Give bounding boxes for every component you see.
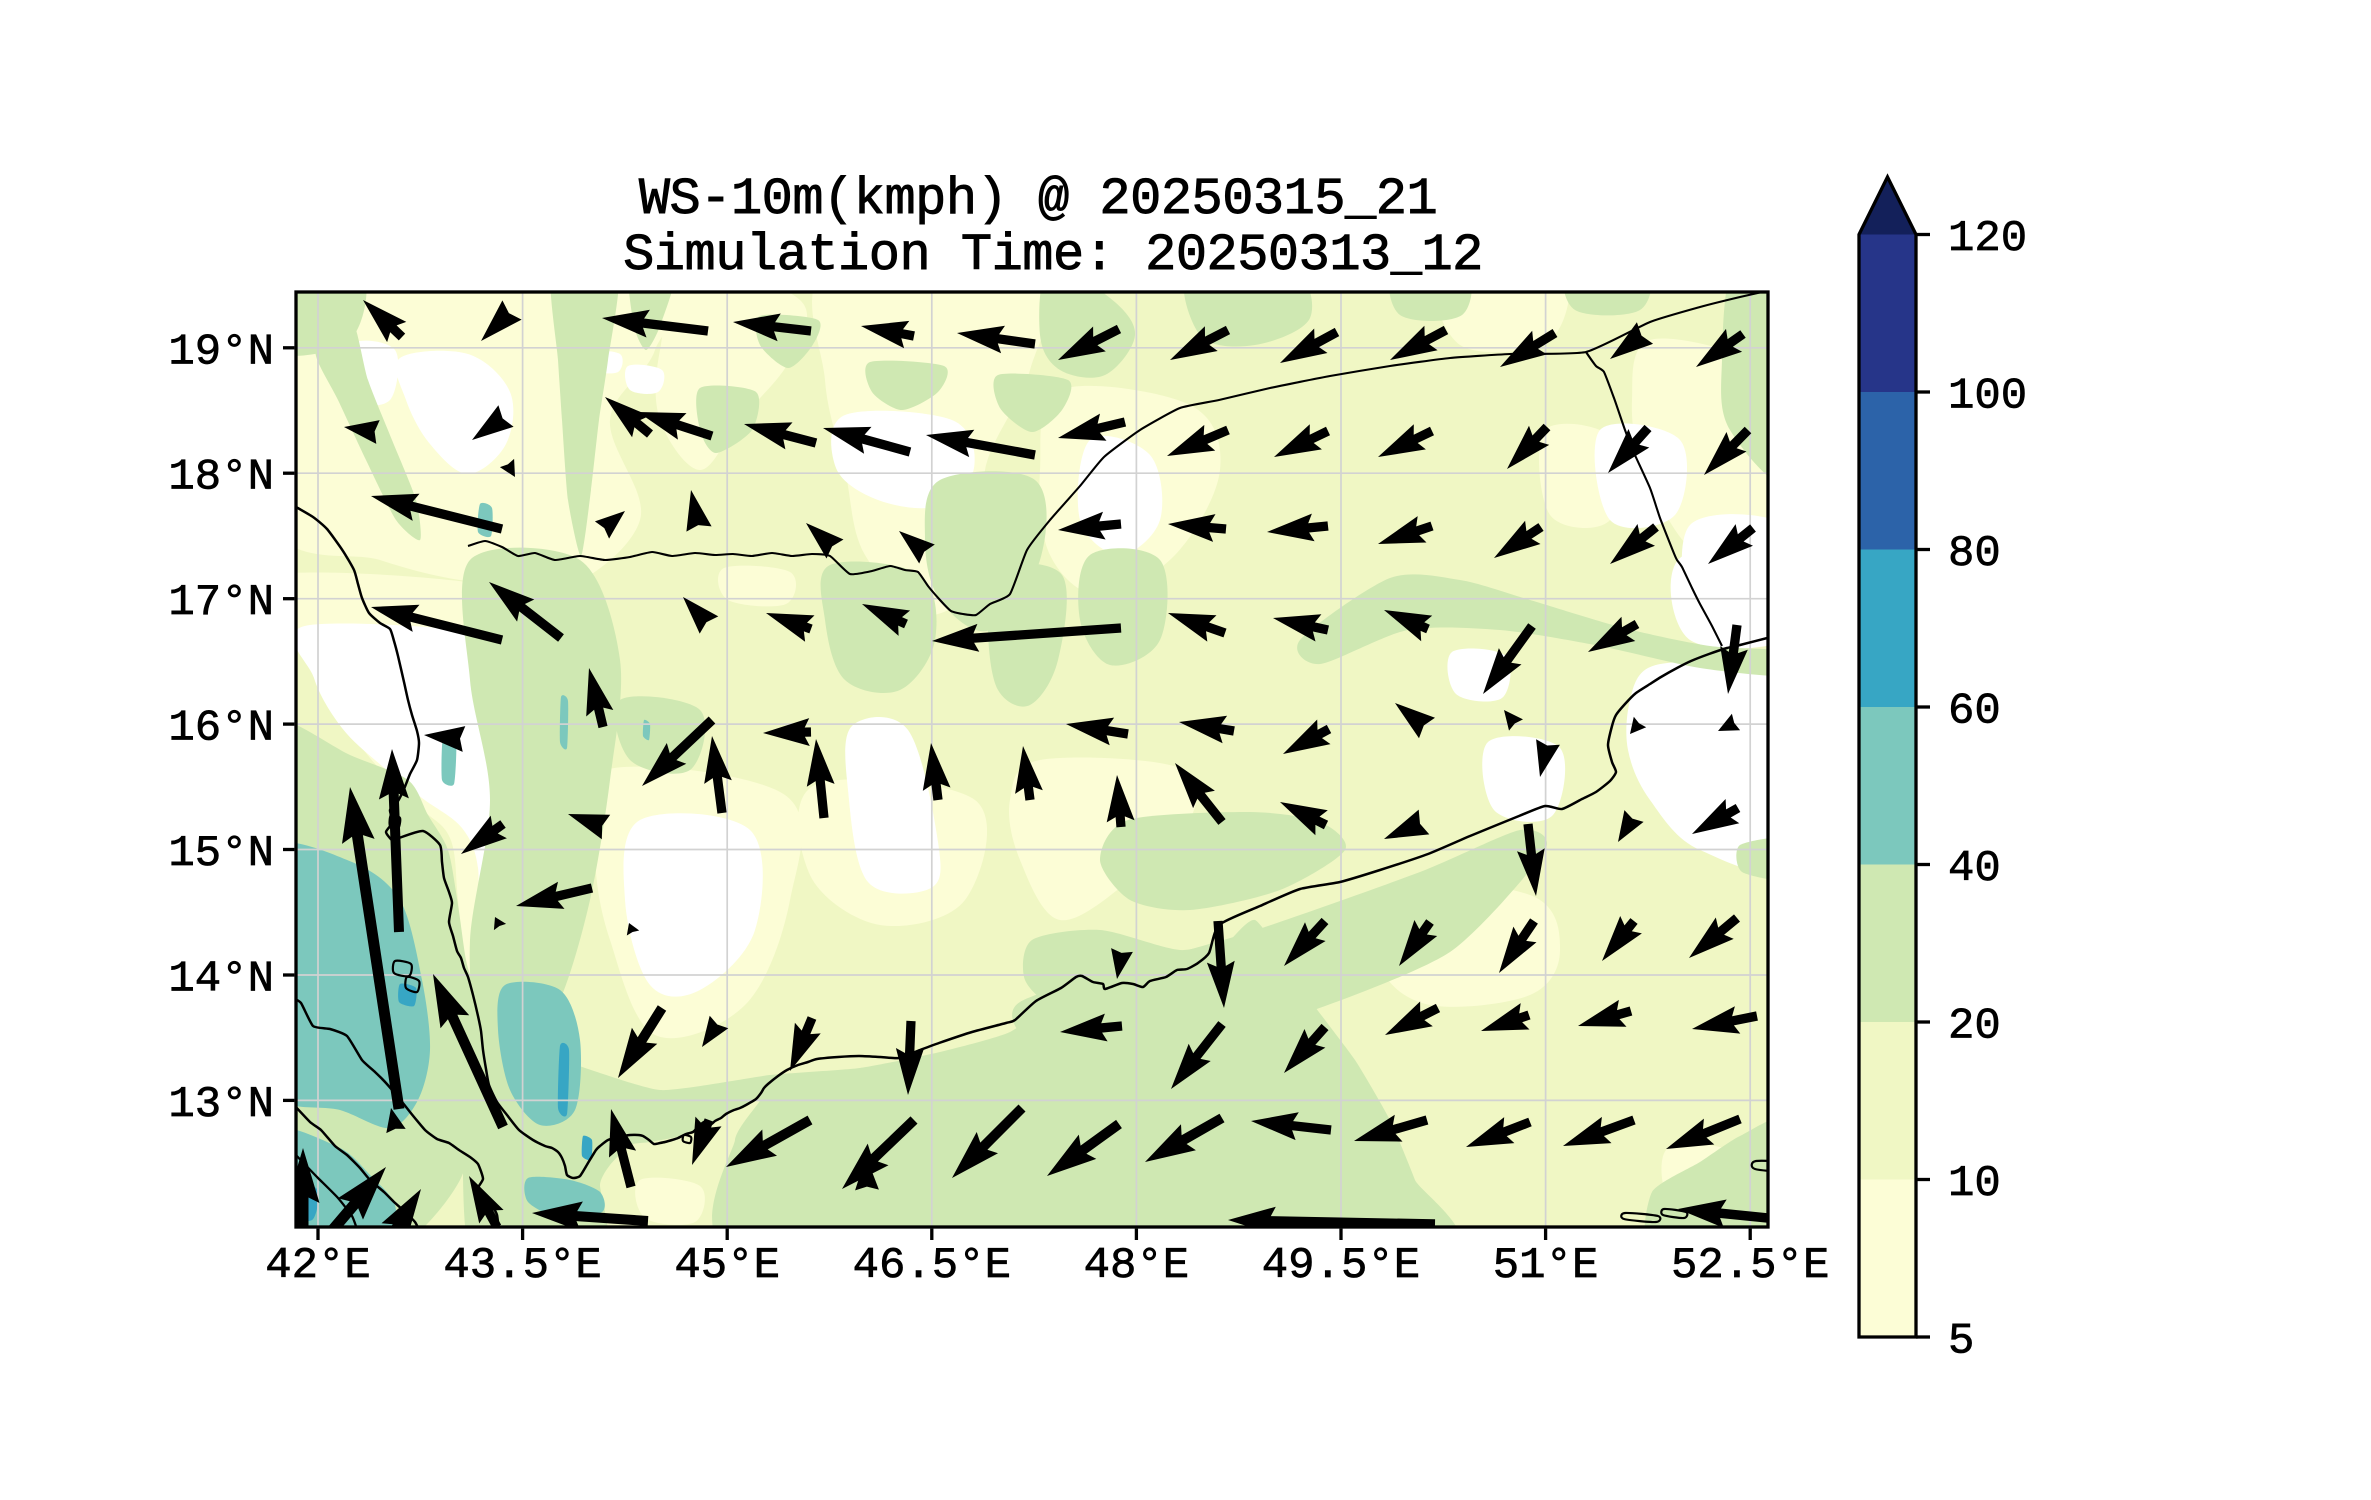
svg-text:5: 5 [1948, 1317, 1974, 1367]
svg-text:15°N: 15°N [168, 829, 274, 879]
svg-text:52.5°E: 52.5°E [1671, 1241, 1829, 1291]
svg-text:51°E: 51°E [1493, 1241, 1599, 1291]
svg-text:13°N: 13°N [168, 1080, 274, 1130]
svg-text:43.5°E: 43.5°E [443, 1241, 601, 1291]
svg-text:16°N: 16°N [168, 704, 274, 754]
svg-text:19°N: 19°N [168, 327, 274, 377]
svg-text:42°E: 42°E [265, 1241, 371, 1291]
svg-text:48°E: 48°E [1084, 1241, 1190, 1291]
svg-text:49.5°E: 49.5°E [1262, 1241, 1420, 1291]
svg-text:17°N: 17°N [168, 578, 274, 628]
svg-text:120: 120 [1948, 214, 2027, 264]
svg-text:45°E: 45°E [674, 1241, 780, 1291]
svg-text:WS-10m(kmph) @ 20250315_21: WS-10m(kmph) @ 20250315_21 [639, 170, 1437, 229]
svg-text:60: 60 [1948, 687, 2001, 737]
svg-text:14°N: 14°N [168, 955, 274, 1005]
svg-text:18°N: 18°N [168, 453, 274, 503]
svg-text:Simulation Time: 20250313_12: Simulation Time: 20250313_12 [623, 226, 1483, 285]
svg-text:10: 10 [1948, 1159, 2001, 1209]
svg-text:40: 40 [1948, 844, 2001, 894]
svg-text:20: 20 [1948, 1002, 2001, 1052]
svg-text:80: 80 [1948, 529, 2001, 579]
svg-text:46.5°E: 46.5°E [853, 1241, 1011, 1291]
svg-text:100: 100 [1948, 372, 2027, 422]
